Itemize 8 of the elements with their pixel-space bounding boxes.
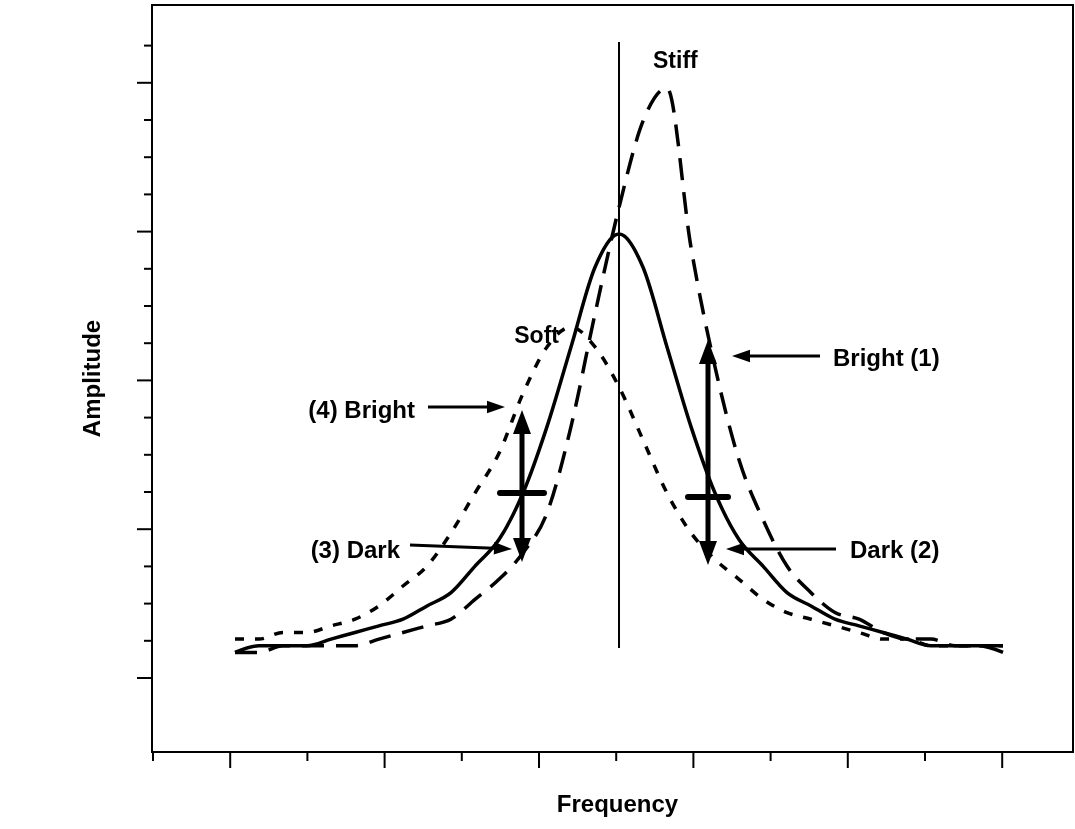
- series-label: Stiff: [653, 47, 699, 73]
- annotation: (4) Bright: [308, 396, 415, 423]
- y-axis-title: Amplitude: [78, 319, 105, 438]
- annotation: (3) Dark: [310, 536, 401, 563]
- annotation: Bright (1): [833, 344, 940, 371]
- annotation: Dark (2): [850, 536, 940, 563]
- x-axis-title: Frequency: [556, 790, 679, 817]
- series-label: Soft: [514, 322, 560, 349]
